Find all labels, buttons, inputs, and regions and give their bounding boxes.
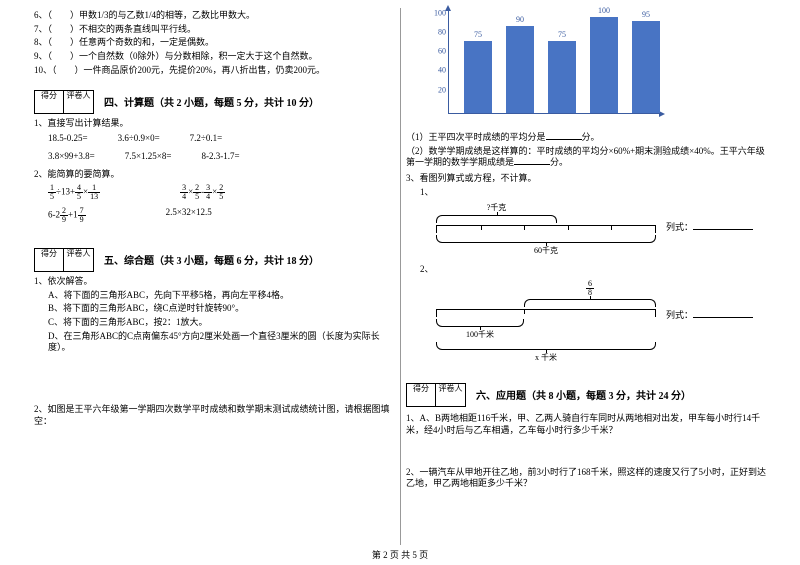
score-box: 得分 评卷人 [34,90,94,114]
true-false-list: 6、（ ）甲数1/3的与乙数1/4的相等，乙数比甲数大。 7、（ ）不相交的两条… [34,10,394,76]
y-label: 80 [438,27,446,36]
bar [464,41,492,113]
page-footer: 第 2 页 共 5 页 [0,548,800,561]
q3: 3、看图列算式或方程，不计算。 [406,173,766,185]
calc-item: 3.8×99+3.8= [48,151,95,161]
simplify-row: 6-229+179 2.5×32×12.5 [48,207,394,224]
score-cell: 得分 [34,90,64,114]
diagram-2: 68 100千米 x 千米 [436,280,656,363]
section-4-title: 四、计算题（共 2 小题，每题 5 分，共计 10 分） [104,92,319,116]
right-column: 20 40 60 80 100 75 90 75 100 95 （1）王平四次平时成绩的平均分是分… [400,8,772,540]
section-6-title: 六、应用题（共 8 小题，每题 3 分，共计 24 分） [476,385,691,409]
simplify-row: 15÷13+45×113 34×25-34×25 [48,184,394,201]
formula-label: 列式： [666,308,753,321]
score-cell: 得分 [34,248,64,272]
q5-1d: D、在三角形ABC的C点南偏东45°方向2厘米处画一个直径3厘米的圆（长度为实际… [34,331,394,354]
q-text: （ ）任意两个奇数的和，一定是偶数。 [48,37,215,47]
calc-item: 7.5×1.25×8= [125,151,172,161]
diagram-2-num: 2、 [406,264,766,276]
bar [506,26,534,113]
y-label: 20 [438,85,446,94]
expr: 2.5×32×12.5 [166,207,212,224]
score-box: 得分 评卷人 [34,248,94,272]
q-text: （ ）一个自然数（0除外）与分数相除，积一定大于这个自然数。 [48,51,318,61]
bar [632,21,660,113]
section-5-title: 五、综合题（共 3 小题，每题 6 分，共计 18 分） [104,250,319,274]
calc-item: 8-2.3-1.7= [201,151,239,161]
y-label: 60 [438,47,446,56]
q-num: 8、 [34,37,48,47]
grader-cell: 评卷人 [436,383,466,407]
diagram-1: ?千克 60千克 [436,202,656,256]
calc-item: 3.6÷0.9×0= [118,133,160,143]
diagram-1-num: 1、 [406,187,766,199]
q5-1: 1、依次解答。 [34,276,394,288]
expr: 15÷13+45×113 [48,184,100,201]
bar [548,41,576,113]
bar-value: 95 [632,10,660,19]
calc-row: 18.5-0.25= 3.6÷0.9×0= 7.2÷0.1= [48,133,394,143]
q-num: 10、 [34,65,52,75]
q5-2: 2、如图是王平六年级第一学期四次数学平时成绩和数学期末测试成绩统计图，请根据图填… [34,404,394,427]
q5-1b: B、将下面的三角形ABC，绕C点逆时针旋转90°。 [34,303,394,315]
y-label: 40 [438,66,446,75]
q4-1: 1、直接写出计算结果。 [34,118,394,130]
q5-1a: A、将下面的三角形ABC，先向下平移5格，再向左平移4格。 [34,290,394,302]
formula-label: 列式： [666,220,753,233]
q6-2: 2、一辆汽车从甲地开往乙地，前3小时行了168千米，照这样的速度又行了5小时，正… [406,467,766,490]
left-column: 6、（ ）甲数1/3的与乙数1/4的相等，乙数比甲数大。 7、（ ）不相交的两条… [28,8,400,540]
q-num: 9、 [34,51,48,61]
q-num: 7、 [34,24,48,34]
grader-cell: 评卷人 [64,248,94,272]
bar-chart: 20 40 60 80 100 75 90 75 100 95 [426,8,666,128]
q-text: （ ）甲数1/3的与乙数1/4的相等，乙数比甲数大。 [48,10,256,20]
chart-q1: （1）王平四次平时成绩的平均分是分。 [406,132,766,144]
blank [546,139,582,140]
calc-item: 7.2÷0.1= [190,133,223,143]
blank [514,164,550,165]
y-label: 100 [434,8,446,17]
grader-cell: 评卷人 [64,90,94,114]
calc-item: 18.5-0.25= [48,133,88,143]
q4-2: 2、能简算的要简算。 [34,169,394,181]
score-cell: 得分 [406,383,436,407]
bar [590,17,618,113]
bar-value: 100 [590,6,618,15]
q-text: （ ）一件商品原价200元，先提价20%，再八折出售，仍卖200元。 [52,65,325,75]
calc-row: 3.8×99+3.8= 7.5×1.25×8= 8-2.3-1.7= [48,151,394,161]
expr: 6-229+179 [48,207,86,224]
q-num: 6、 [34,10,48,20]
q-text: （ ）不相交的两条直线叫平行线。 [48,24,197,34]
bar-value: 75 [548,30,576,39]
expr: 34×25-34×25 [180,184,225,201]
bar-value: 90 [506,15,534,24]
q6-1: 1、A、B两地相距116千米，甲、乙两人骑自行车同时从两地相对出发，甲车每小时行… [406,413,766,436]
q5-1c: C、将下面的三角形ABC，按2：1放大。 [34,317,394,329]
bar-value: 75 [464,30,492,39]
score-box: 得分 评卷人 [406,383,466,407]
chart-q2: （2）数学学期成绩是这样算的：平时成绩的平均分×60%+期末测验成绩×40%。王… [406,146,766,169]
